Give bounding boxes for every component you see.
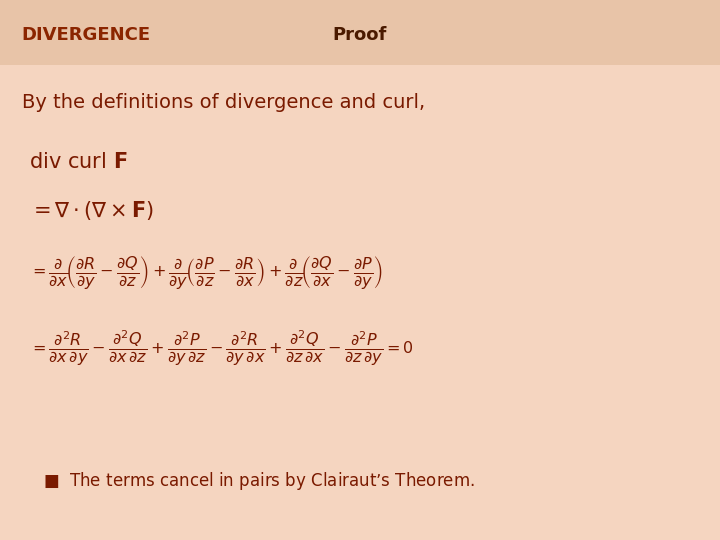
Text: $=\dfrac{\partial}{\partial x}\!\left(\dfrac{\partial R}{\partial y}-\dfrac{\par: $=\dfrac{\partial}{\partial x}\!\left(\d… <box>29 254 382 291</box>
Text: $\blacksquare$  The terms cancel in pairs by Clairaut’s Theorem.: $\blacksquare$ The terms cancel in pairs… <box>43 470 475 491</box>
FancyBboxPatch shape <box>0 0 720 65</box>
Text: By the definitions of divergence and curl,: By the definitions of divergence and cur… <box>22 93 425 112</box>
Text: $=\dfrac{\partial^2 R}{\partial x\,\partial y}-\dfrac{\partial^2 Q}{\partial x\,: $=\dfrac{\partial^2 R}{\partial x\,\part… <box>29 328 413 368</box>
Text: $\mathrm{div}\ \mathrm{curl}\ \mathbf{F}$: $\mathrm{div}\ \mathrm{curl}\ \mathbf{F}… <box>29 152 127 172</box>
Text: Proof: Proof <box>333 26 387 44</box>
Text: $=\nabla\cdot(\nabla\times\mathbf{F})$: $=\nabla\cdot(\nabla\times\mathbf{F})$ <box>29 199 153 222</box>
Text: DIVERGENCE: DIVERGENCE <box>22 26 150 44</box>
